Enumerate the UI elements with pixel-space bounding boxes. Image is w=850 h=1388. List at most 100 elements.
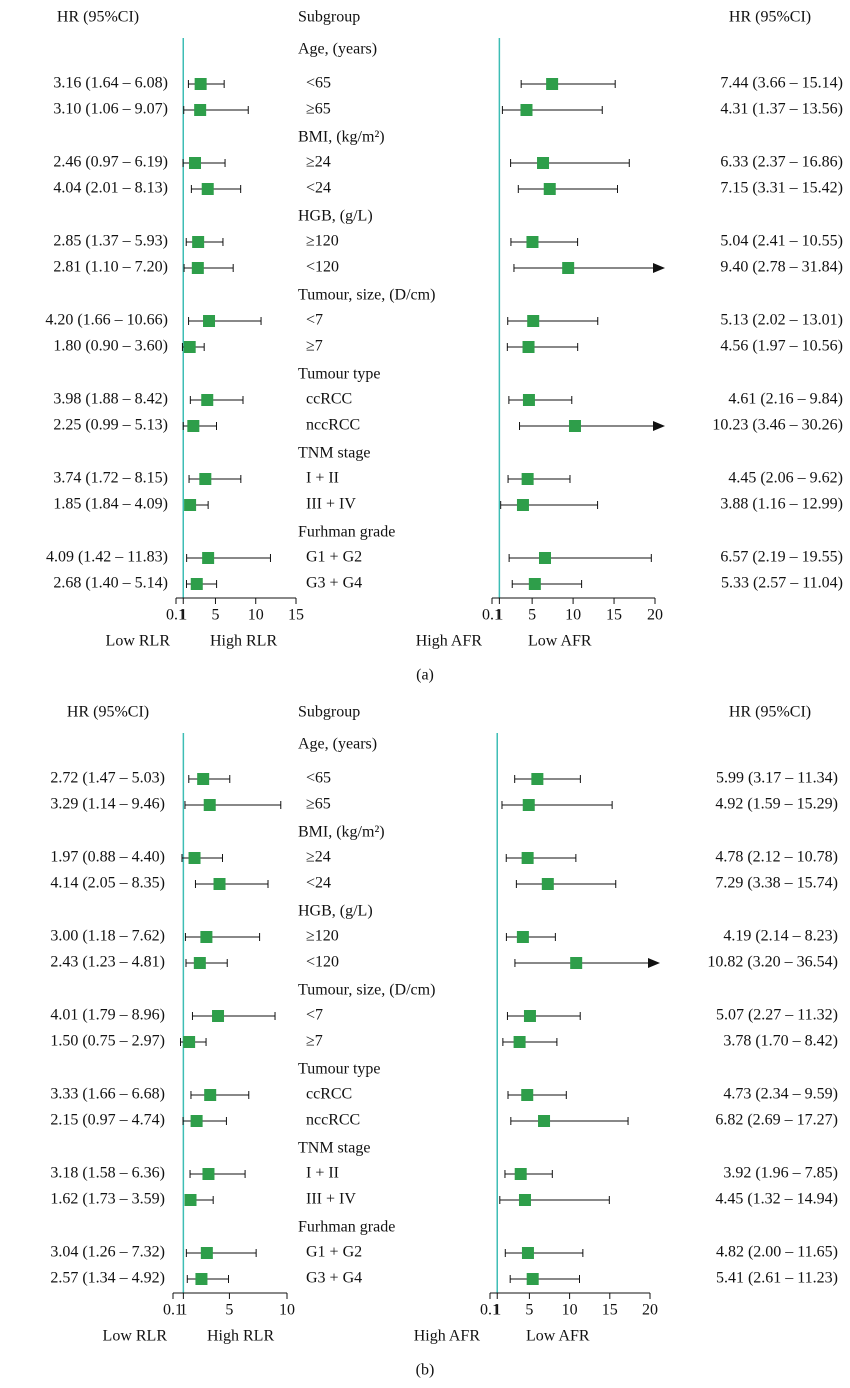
hr-label: 6.57 (2.19 – 19.55)	[720, 549, 843, 566]
confidence-interval	[186, 554, 271, 562]
subgroup-label: <7	[306, 1007, 323, 1024]
panel-label: (a)	[416, 667, 434, 684]
confidence-interval	[188, 317, 262, 325]
hazard-ratio-marker	[531, 773, 544, 785]
confidence-interval	[501, 801, 613, 809]
subgroup-label: G3 + G4	[306, 575, 362, 592]
confidence-interval	[184, 801, 282, 809]
hr-label: 5.04 (2.41 – 10.55)	[720, 233, 843, 250]
confidence-interval	[504, 1170, 553, 1178]
hr-label: 2.72 (1.47 – 5.03)	[50, 770, 165, 787]
hazard-ratio-marker	[520, 104, 533, 116]
hr-label: 2.15 (0.97 – 4.74)	[50, 1112, 165, 1129]
axis-label: Low RLR	[106, 633, 171, 650]
hazard-ratio-marker	[201, 394, 214, 406]
confidence-interval	[505, 933, 556, 941]
subgroup-label: ≥7	[306, 1033, 323, 1050]
hr-label: 9.40 (2.78 – 31.84)	[720, 259, 843, 276]
hr-label: 5.41 (2.61 – 11.23)	[716, 1270, 838, 1287]
confidence-interval	[509, 1275, 580, 1283]
x-tick-label: 0.1	[163, 1302, 183, 1319]
hr-label: 4.14 (2.05 – 8.35)	[50, 875, 165, 892]
confidence-interval	[191, 1012, 276, 1020]
hazard-ratio-marker	[201, 183, 214, 195]
confidence-interval	[181, 854, 224, 862]
hazard-ratio-marker	[184, 1194, 197, 1206]
group-label: HGB, (g/L)	[298, 903, 373, 920]
hazard-ratio-marker	[183, 341, 196, 353]
subgroup-label: ≥7	[306, 338, 323, 355]
hazard-ratio-marker	[521, 473, 534, 485]
hr-label: 3.04 (1.26 – 7.32)	[50, 1244, 165, 1261]
confidence-interval	[184, 933, 261, 941]
hazard-ratio-marker	[538, 1115, 551, 1127]
group-label: Tumour, size, (D/cm)	[298, 287, 435, 304]
group-label: Furhman grade	[298, 524, 395, 541]
x-tick-label: 15	[602, 1302, 618, 1319]
subgroup-label: I + II	[306, 1165, 339, 1182]
hazard-ratio-marker	[190, 578, 203, 590]
hazard-ratio-marker	[192, 236, 205, 248]
confidence-interval	[499, 1196, 610, 1204]
hr-label: 4.92 (1.59 – 15.29)	[715, 796, 838, 813]
subgroup-label: <65	[306, 75, 331, 92]
hazard-ratio-marker	[203, 799, 216, 811]
group-label: TNM stage	[298, 1140, 370, 1157]
confidence-interval	[506, 343, 579, 351]
subgroup-label: III + IV	[306, 1191, 356, 1208]
x-tick-label: 15	[606, 607, 622, 624]
hazard-ratio-marker	[543, 183, 556, 195]
subgroup-label: <120	[306, 954, 339, 971]
hr-label: 3.88 (1.16 – 12.99)	[720, 496, 843, 513]
hazard-ratio-marker	[203, 315, 216, 327]
hazard-ratio-marker	[513, 1036, 526, 1048]
hazard-ratio-marker	[570, 957, 583, 969]
hazard-ratio-marker	[188, 852, 201, 864]
x-tick-label: 5	[211, 607, 219, 624]
hazard-ratio-marker	[537, 157, 550, 169]
hazard-ratio-marker	[202, 1168, 215, 1180]
axis-label: High RLR	[207, 1328, 274, 1345]
hazard-ratio-marker	[538, 552, 551, 564]
hr-label: 4.09 (1.42 – 11.83)	[46, 549, 168, 566]
x-tick-label: 1	[179, 607, 187, 624]
hr-label: 4.04 (2.01 – 8.13)	[53, 180, 168, 197]
x-tick-label: 20	[642, 1302, 658, 1319]
confidence-interval	[510, 238, 579, 246]
hr-label: 2.68 (1.40 – 5.14)	[53, 575, 168, 592]
subgroup-label: I + II	[306, 470, 339, 487]
hazard-ratio-marker	[514, 1168, 527, 1180]
group-label: Age, (years)	[298, 736, 377, 753]
hr-label: 4.82 (2.00 – 11.65)	[716, 1244, 838, 1261]
confidence-interval	[188, 775, 231, 783]
confidence-interval	[502, 1038, 558, 1046]
hr-label: 3.18 (1.58 – 6.36)	[50, 1165, 165, 1182]
confidence-interval	[189, 396, 244, 404]
confidence-interval	[189, 1170, 246, 1178]
x-tick-label: 0.1	[166, 607, 186, 624]
column-header: HR (95%CI)	[729, 704, 811, 721]
group-label: BMI, (kg/m²)	[298, 129, 385, 146]
group-label: BMI, (kg/m²)	[298, 824, 385, 841]
confidence-interval	[185, 959, 228, 967]
x-tick-label: 10	[248, 607, 264, 624]
x-tick-label: 1	[495, 607, 503, 624]
hazard-ratio-marker	[546, 78, 559, 90]
confidence-interval	[506, 1012, 581, 1020]
hr-label: 10.23 (3.46 – 30.26)	[712, 417, 843, 434]
confidence-interval	[190, 1091, 250, 1099]
hazard-ratio-marker	[197, 773, 210, 785]
axis-label: Low RLR	[103, 1328, 168, 1345]
hazard-ratio-marker	[195, 1273, 208, 1285]
arrow-head	[653, 421, 665, 431]
hazard-ratio-marker	[526, 1273, 539, 1285]
hr-label: 4.31 (1.37 – 13.56)	[720, 101, 843, 118]
hazard-ratio-marker	[187, 420, 200, 432]
hr-label: 6.82 (2.69 – 17.27)	[715, 1112, 838, 1129]
subgroup-label: ≥24	[306, 154, 331, 171]
hr-label: 4.19 (2.14 – 8.23)	[723, 928, 838, 945]
hazard-ratio-marker	[526, 236, 539, 248]
hazard-ratio-marker	[518, 1194, 531, 1206]
